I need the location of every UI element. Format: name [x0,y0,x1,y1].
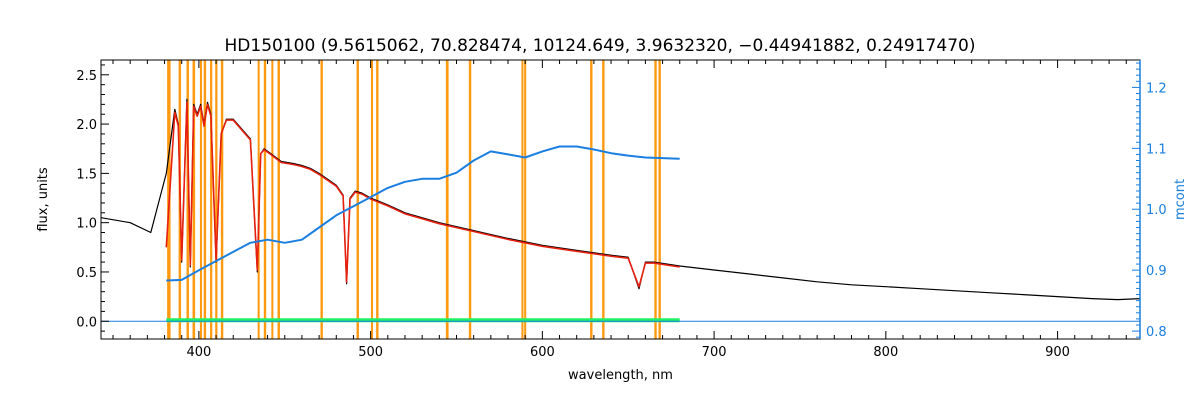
mask-region-24 [658,60,661,339]
series-model [165,101,680,288]
mask-region-7 [215,60,218,339]
mask-region-8 [220,60,224,339]
x-tick-label-700: 700 [702,345,727,360]
mask-region-20 [524,60,527,339]
x-axis-label: wavelength, nm [568,368,673,383]
chart-title: HD150100 (9.5615062, 70.828474, 10124.64… [225,36,976,56]
mask-region-21 [590,60,593,339]
mask-region-18 [468,60,472,339]
mask-region-22 [602,60,605,339]
mask-region-4 [199,60,202,339]
y-right-tick-label: 1.2 [1146,81,1167,96]
mask-region-3 [192,60,196,339]
mask-region-16 [376,60,379,339]
x-tick-label-400: 400 [186,345,211,360]
mask-region-5 [203,60,207,339]
mask-region-23 [654,60,657,339]
y-tick-label: 1.0 [76,217,97,232]
y-tick-label: 0.0 [76,315,97,330]
x-tick-label-800: 800 [873,345,898,360]
y-tick-label: 2.0 [76,118,97,133]
y-tick-label: 2.5 [76,69,97,84]
mask-region-14 [356,60,359,339]
y-axis-label-right: mcont [1173,179,1188,220]
y-right-tick-label: 0.8 [1146,325,1167,340]
series-group [101,98,1140,323]
axis-ticks: 400 500 600 700 800 900 0.0 0.5 1.0 1.5 2.0 2.5 0.8 0… [76,60,1167,360]
series-continuum [166,145,680,282]
mask-region-6 [210,60,213,339]
y-axis-label: flux, units [36,167,51,232]
mask-region-17 [445,60,449,339]
x-tick-label-900: 900 [1045,345,1070,360]
y-tick-label: 0.5 [76,266,97,281]
mask-region-2 [186,60,189,339]
mask-regions [167,60,661,339]
x-tick-label-500: 500 [358,345,383,360]
y-right-tick-label: 0.9 [1146,264,1167,279]
y-right-tick-label: 1.1 [1146,142,1167,157]
mask-region-11 [271,60,274,339]
mask-region-19 [521,60,524,339]
mask-region-10 [263,60,267,339]
y-tick-label: 1.5 [76,167,97,182]
mask-region-12 [277,60,280,339]
y-right-tick-label: 1.0 [1146,203,1167,218]
mask-region-13 [320,60,323,339]
plot-frame [100,59,1141,340]
x-tick-label-600: 600 [530,345,555,360]
